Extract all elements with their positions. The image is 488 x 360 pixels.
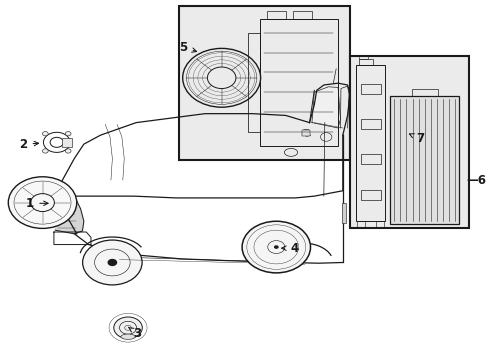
Circle shape — [42, 131, 48, 136]
Bar — [360, 84, 380, 94]
Polygon shape — [55, 196, 83, 234]
Bar — [360, 190, 380, 200]
Bar — [292, 11, 311, 19]
Bar — [259, 19, 337, 146]
Bar — [356, 221, 364, 228]
Circle shape — [65, 149, 71, 153]
Bar — [266, 11, 285, 19]
Text: 2: 2 — [20, 138, 39, 150]
Bar — [349, 56, 468, 228]
Bar — [358, 55, 367, 59]
Text: 3: 3 — [128, 327, 142, 340]
Text: 5: 5 — [179, 41, 196, 54]
Polygon shape — [311, 87, 340, 128]
Bar — [302, 130, 309, 136]
Bar — [411, 89, 437, 96]
Text: —6: —6 — [466, 174, 486, 186]
Text: 1: 1 — [26, 197, 48, 210]
Ellipse shape — [121, 334, 135, 339]
Bar — [389, 96, 458, 224]
Circle shape — [242, 221, 310, 273]
Bar — [358, 59, 372, 65]
Bar — [61, 138, 72, 147]
Bar — [355, 65, 384, 221]
Bar — [375, 221, 383, 228]
Bar — [341, 203, 345, 223]
Circle shape — [8, 177, 77, 228]
Circle shape — [107, 259, 117, 266]
Bar — [247, 33, 259, 132]
Bar — [360, 119, 380, 129]
Bar — [179, 6, 349, 160]
Bar — [57, 199, 75, 211]
Circle shape — [82, 240, 142, 285]
Text: 4: 4 — [281, 242, 298, 255]
Circle shape — [114, 317, 142, 338]
Circle shape — [42, 149, 48, 153]
Bar — [360, 154, 380, 165]
Circle shape — [273, 245, 278, 249]
Circle shape — [65, 131, 71, 136]
Text: 7: 7 — [408, 132, 423, 145]
